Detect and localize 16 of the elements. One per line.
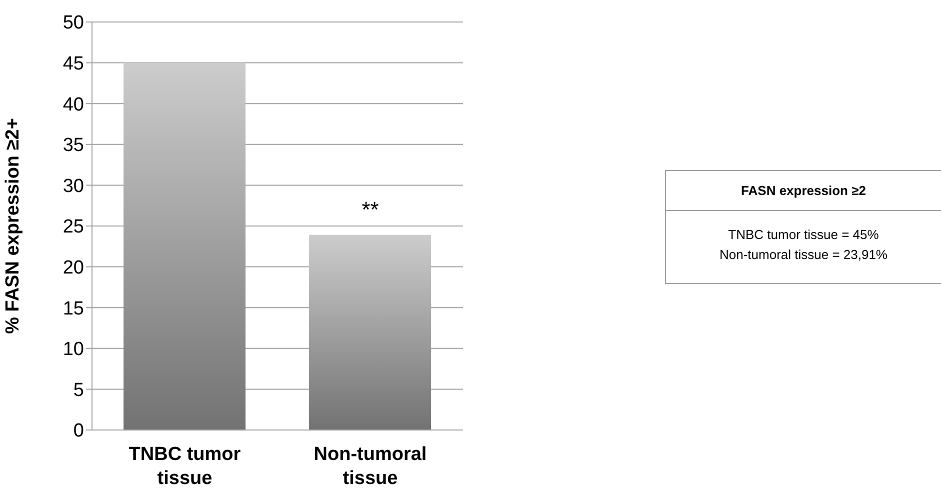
summary-table: FASN expression ≥2 TNBC tumor tissue = 45% Non-tumoral tissue = 23,91% xyxy=(665,170,941,284)
y-tick-label: 10 xyxy=(62,339,84,360)
y-tick-label: 40 xyxy=(62,94,84,116)
y-tick-label: 15 xyxy=(62,298,84,320)
y-tick-label: 50 xyxy=(62,12,84,34)
y-tick-label: 25 xyxy=(62,216,84,238)
annotation: ** xyxy=(362,196,380,222)
y-tick-label: 0 xyxy=(73,420,84,442)
y-tick-label: 5 xyxy=(73,380,84,401)
y-tick-label: 45 xyxy=(62,54,84,75)
y-axis-title: % FASN expression ≥2+ xyxy=(2,118,24,334)
x-tick-label: TNBC tumor tissue xyxy=(128,444,242,489)
x-tick-label: Non-tumoral tissue xyxy=(314,444,427,489)
y-tick-label: 20 xyxy=(62,258,84,279)
y-tick-label: 30 xyxy=(62,176,84,197)
y-tick-label: 35 xyxy=(62,135,84,156)
